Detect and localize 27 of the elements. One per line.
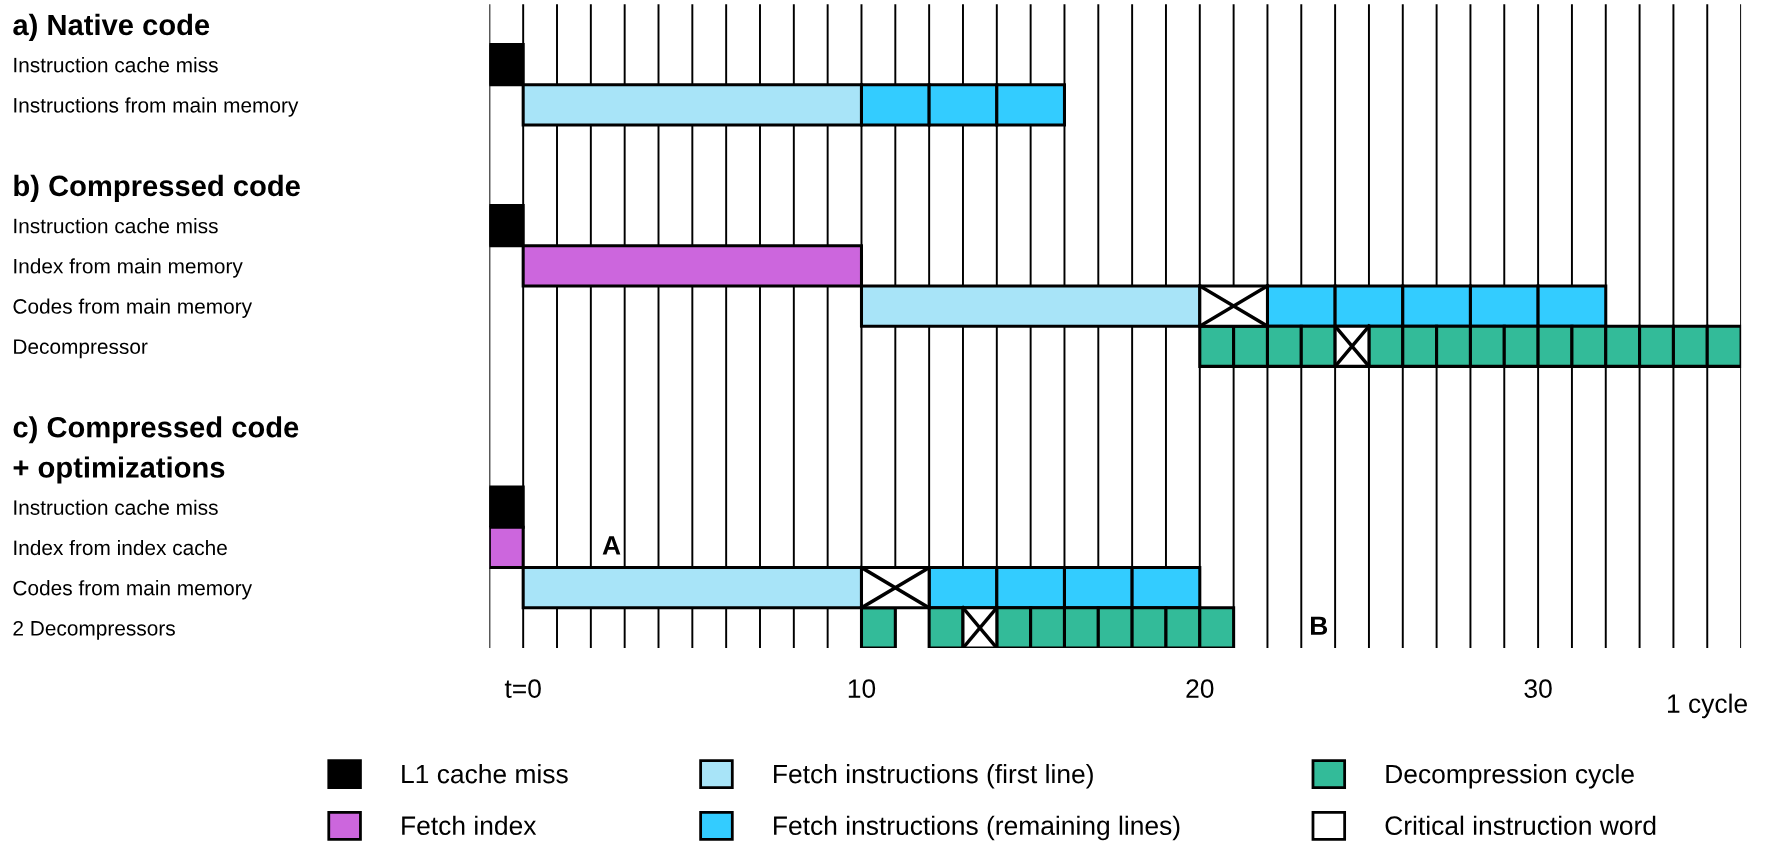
y-tick-label: b) Compressed code [14,174,300,202]
y-tick-label: Instruction cache miss [14,218,218,234]
annotation: A [602,536,621,555]
legend-label: Fetch instructions (first line) [774,763,1093,789]
legend-label: Fetch index [402,815,537,836]
y-tick-label: + optimizations [13,456,225,484]
x-tick-label: 30 [1524,679,1552,698]
x-tick-label: 20 [1186,679,1214,698]
y-tick-label: Index from main memory [14,258,243,278]
y-tick-label: Instructions from main memory [14,97,299,117]
text: 1 cycle [1667,693,1747,719]
x-tick-label: t=0 [504,679,541,698]
x-tick-label: 10 [848,679,876,698]
y-tick-label: Instruction cache miss [14,499,218,515]
y-tick-label: Decompressor [14,339,148,359]
legend-label: Critical instruction word [1385,815,1656,836]
legend-label: Fetch instructions (remaining lines) [774,815,1180,841]
y-tick-label: 2 Decompressors [13,620,175,640]
y-tick-label: Codes from main memory [13,298,253,318]
legend-label: L1 cache miss [402,763,568,784]
y-tick-label: c) Compressed code [13,416,299,444]
y-tick-label: a) Native code [13,13,210,42]
annotation: B [1311,616,1328,635]
legend-label: Decompression cycle [1386,763,1634,789]
y-tick-label: Instruction cache miss [14,57,218,73]
y-tick-label: Index from index cache [14,539,227,556]
y-tick-label: Codes from main memory [13,580,253,600]
